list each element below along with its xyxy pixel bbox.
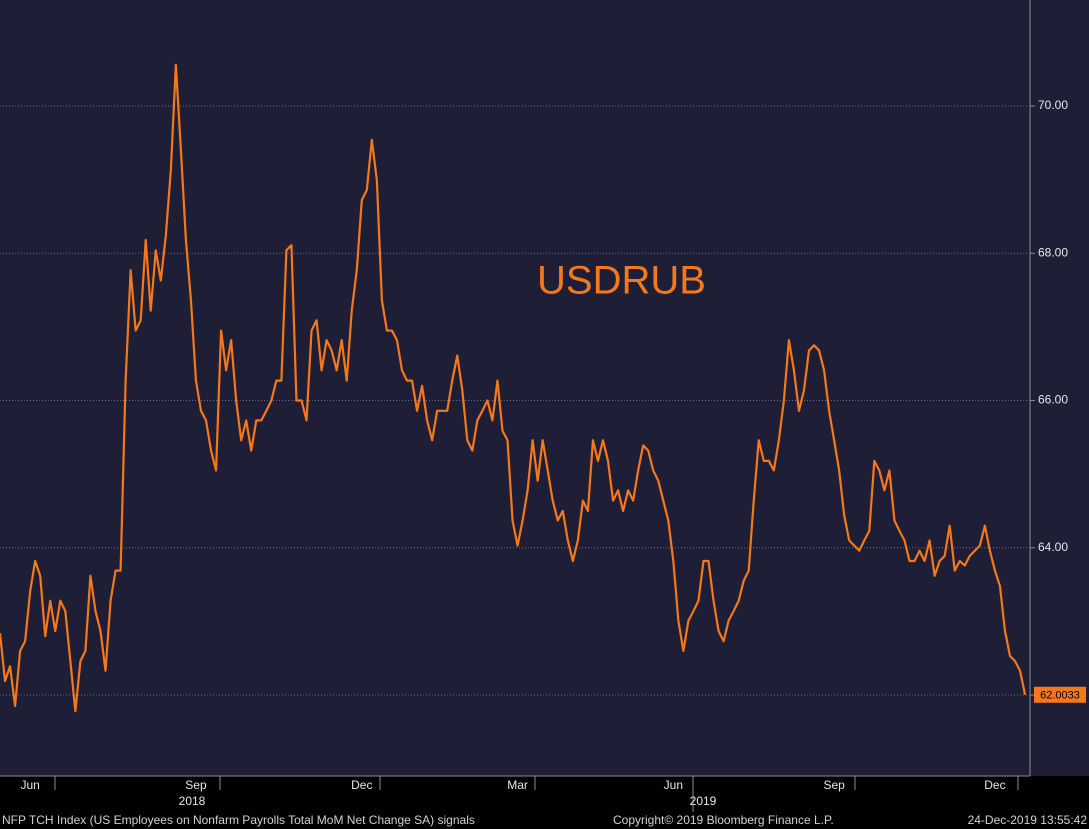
footer-center: Copyright© 2019 Bloomberg Finance L.P. [613, 813, 834, 827]
x-tick-label: Jun [664, 778, 683, 792]
x-tick-label: Dec [984, 778, 1005, 792]
y-tick-label: 64.00 [1038, 540, 1068, 554]
y-tick-label: 70.00 [1038, 98, 1068, 112]
x-tick-label: Sep [185, 778, 207, 792]
y-tick-label: 68.00 [1038, 245, 1068, 259]
x-tick-label: Sep [823, 778, 845, 792]
x-tick-label: Jun [20, 778, 39, 792]
x-tick-label: Dec [351, 778, 372, 792]
footer-left: NFP TCH Index (US Employees on Nonfarm P… [2, 813, 475, 827]
year-label: 2018 [179, 794, 206, 808]
x-tick-label: Mar [507, 778, 528, 792]
plot-background [0, 0, 1089, 776]
y-tick-label: 66.00 [1038, 393, 1068, 407]
month-separators [54, 776, 1019, 812]
series-line [0, 63, 1027, 713]
annotation: USDRUB [537, 259, 706, 303]
footer-right: 24-Dec-2019 13:55:42 [968, 813, 1088, 827]
year-label: 2019 [690, 794, 717, 808]
last-value-box [1034, 686, 1086, 703]
last-value-label: 62.0033 [1040, 690, 1080, 702]
